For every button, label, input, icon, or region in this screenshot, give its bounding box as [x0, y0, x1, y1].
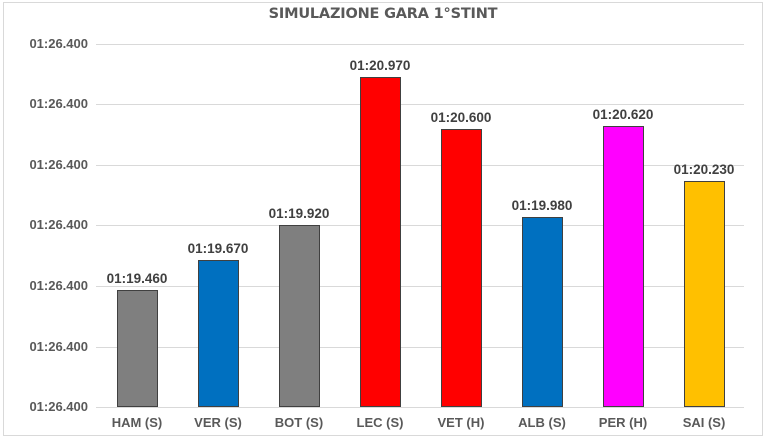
- data-label: 01:20.620: [592, 107, 654, 122]
- gridline: [96, 104, 744, 105]
- data-label: 01:19.460: [106, 271, 168, 286]
- data-label: 01:20.230: [673, 162, 735, 177]
- bar[interactable]: [116, 290, 158, 407]
- y-tick-label: 01:26.400: [29, 36, 88, 51]
- y-tick-label: 01:26.400: [29, 278, 88, 293]
- x-tick-label: VET (H): [437, 415, 485, 430]
- y-tick-label: 01:26.400: [29, 217, 88, 232]
- gridline: [96, 225, 744, 226]
- bar[interactable]: [278, 225, 320, 407]
- chart-title: SIMULAZIONE GARA 1°STINT: [268, 6, 498, 22]
- y-tick-label: 01:26.400: [29, 339, 88, 354]
- x-tick-label: SAI (S): [682, 415, 726, 430]
- gridline: [96, 407, 744, 408]
- x-tick-label: BOT (S): [274, 415, 324, 430]
- bar[interactable]: [521, 217, 563, 407]
- x-tick-label: ALB (S): [518, 415, 566, 430]
- bar[interactable]: [683, 181, 725, 407]
- data-label: 01:19.670: [187, 241, 249, 256]
- data-label: 01:20.970: [349, 58, 411, 73]
- data-label: 01:20.600: [430, 110, 492, 125]
- y-tick-label: 01:26.400: [29, 157, 88, 172]
- x-tick-label: LEC (S): [356, 415, 404, 430]
- bar[interactable]: [602, 126, 644, 407]
- data-label: 01:19.920: [268, 206, 330, 221]
- x-tick-label: PER (H): [598, 415, 648, 430]
- y-tick-label: 01:26.400: [29, 399, 88, 414]
- gridline: [96, 44, 744, 45]
- y-tick-label: 01:26.400: [29, 96, 88, 111]
- bar[interactable]: [197, 260, 239, 407]
- data-label: 01:19.980: [511, 198, 573, 213]
- gridline: [96, 347, 744, 348]
- gridline: [96, 286, 744, 287]
- x-tick-label: VER (S): [194, 415, 242, 430]
- bar[interactable]: [440, 129, 482, 407]
- gridline: [96, 165, 744, 166]
- x-tick-label: HAM (S): [111, 415, 163, 430]
- bar[interactable]: [359, 77, 401, 407]
